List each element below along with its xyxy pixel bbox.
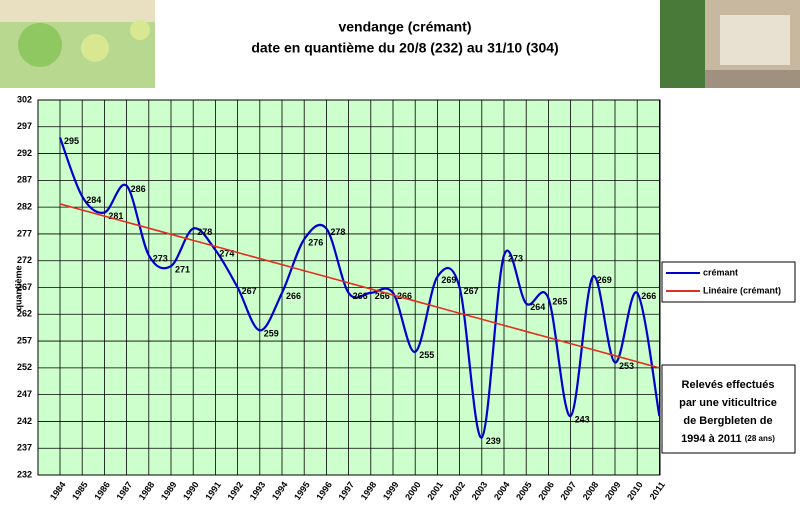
- x-tick-label: 2009: [603, 480, 623, 502]
- data-label: 266: [375, 291, 390, 301]
- x-tick-label: 2003: [470, 480, 490, 502]
- annotation-line: Relevés effectués: [682, 379, 775, 391]
- data-label: 269: [441, 275, 456, 285]
- annotation-box: [661, 364, 796, 454]
- x-tick-label: 2008: [581, 480, 601, 502]
- y-tick-label: 267: [17, 282, 32, 292]
- annotation-text: de Bergbleten de: [683, 415, 772, 427]
- y-tick-label: 287: [17, 175, 32, 185]
- x-tick-label: 2007: [559, 480, 579, 502]
- legend-label: Linéaire (crémant): [703, 285, 781, 295]
- y-tick-label: 257: [17, 335, 32, 345]
- data-label: 273: [153, 254, 168, 264]
- x-tick-label: 1984: [48, 480, 68, 502]
- ivy: [660, 0, 705, 88]
- y-tick-label: 277: [17, 228, 32, 238]
- house: [720, 15, 790, 65]
- y-tick-label: 292: [17, 148, 32, 158]
- x-tick-label: 2006: [536, 480, 556, 502]
- annotation-text: 1994 à 2011 (28 ans): [681, 433, 775, 445]
- annotation-text: par une viticultrice: [679, 397, 777, 409]
- data-label: 271: [175, 264, 190, 274]
- y-tick-label: 262: [17, 309, 32, 319]
- y-tick-label: 282: [17, 202, 32, 212]
- y-tick-label: 302: [17, 94, 32, 104]
- data-label: 284: [86, 195, 101, 205]
- data-label: 259: [264, 329, 279, 339]
- x-tick-label: 1990: [181, 480, 201, 502]
- street: [705, 70, 800, 88]
- chart-title: vendange (crémant): [338, 19, 471, 35]
- x-tick-label: 2000: [403, 480, 423, 502]
- y-tick-label: 272: [17, 255, 32, 265]
- data-label: 281: [108, 211, 123, 221]
- x-tick-label: 1998: [359, 480, 379, 502]
- legend: [661, 261, 796, 303]
- x-tick-label: 1993: [248, 480, 268, 502]
- x-tick-label: 1992: [226, 480, 246, 502]
- data-label: 278: [197, 227, 212, 237]
- y-tick-label: 237: [17, 443, 32, 453]
- annotation-text: Relevés effectués: [682, 379, 775, 391]
- data-label: 274: [219, 248, 234, 258]
- y-tick-label: 252: [17, 362, 32, 372]
- data-label: 264: [530, 302, 545, 312]
- data-label: 239: [486, 436, 501, 446]
- annotation-line: 1994 à 2011: [681, 433, 742, 445]
- y-tick-label: 247: [17, 389, 32, 399]
- x-tick-label: 1986: [92, 480, 112, 502]
- x-tick-label: 1994: [270, 480, 290, 502]
- trend-line: [59, 203, 660, 369]
- x-tick-label: 1997: [337, 480, 357, 502]
- x-tick-label: 1995: [292, 480, 312, 502]
- data-label: 295: [64, 136, 79, 146]
- x-tick-label: 1985: [70, 480, 90, 502]
- annotation-line: par une viticultrice: [679, 397, 777, 409]
- x-tick-label: 2011: [648, 480, 667, 502]
- data-label: 276: [308, 238, 323, 248]
- data-label: 255: [419, 350, 434, 360]
- x-tick-label: 1988: [137, 480, 157, 502]
- y-tick-label: 242: [17, 416, 32, 426]
- x-tick-label: 2004: [492, 480, 512, 502]
- data-label: 253: [619, 361, 634, 371]
- data-label: 266: [286, 291, 301, 301]
- data-label: 266: [641, 291, 656, 301]
- data-label: 278: [330, 227, 345, 237]
- x-tick-label: 1991: [203, 480, 223, 502]
- data-label: 266: [397, 291, 412, 301]
- annotation-small: (28 ans): [745, 434, 776, 443]
- chart-subtitle: date en quantième du 20/8 (232) au 31/10…: [251, 40, 558, 56]
- flower: [130, 20, 150, 40]
- data-label: 267: [242, 286, 257, 296]
- data-label: 267: [464, 286, 479, 296]
- flower: [81, 34, 109, 62]
- data-label: 286: [131, 184, 146, 194]
- x-tick-label: 1989: [159, 480, 179, 502]
- y-axis-label: quantième: [13, 265, 23, 310]
- x-tick-label: 2005: [514, 480, 534, 502]
- x-tick-label: 2002: [448, 480, 468, 502]
- data-label: 243: [575, 414, 590, 424]
- x-tick-label: 1987: [115, 480, 135, 502]
- x-tick-label: 2010: [625, 480, 645, 502]
- y-tick-label: 297: [17, 121, 32, 131]
- header-image-band: [0, 0, 155, 22]
- y-tick-label: 232: [17, 469, 32, 479]
- data-label: 273: [508, 254, 523, 264]
- x-tick-label: 1999: [381, 480, 401, 502]
- x-tick-label: 1996: [314, 480, 334, 502]
- annotation-line: de Bergbleten de: [683, 415, 772, 427]
- x-tick-label: 2001: [425, 480, 445, 502]
- flower: [18, 23, 62, 67]
- legend-label: crémant: [703, 267, 738, 277]
- data-label: 265: [552, 297, 567, 307]
- data-label: 269: [597, 275, 612, 285]
- data-label: 266: [353, 291, 368, 301]
